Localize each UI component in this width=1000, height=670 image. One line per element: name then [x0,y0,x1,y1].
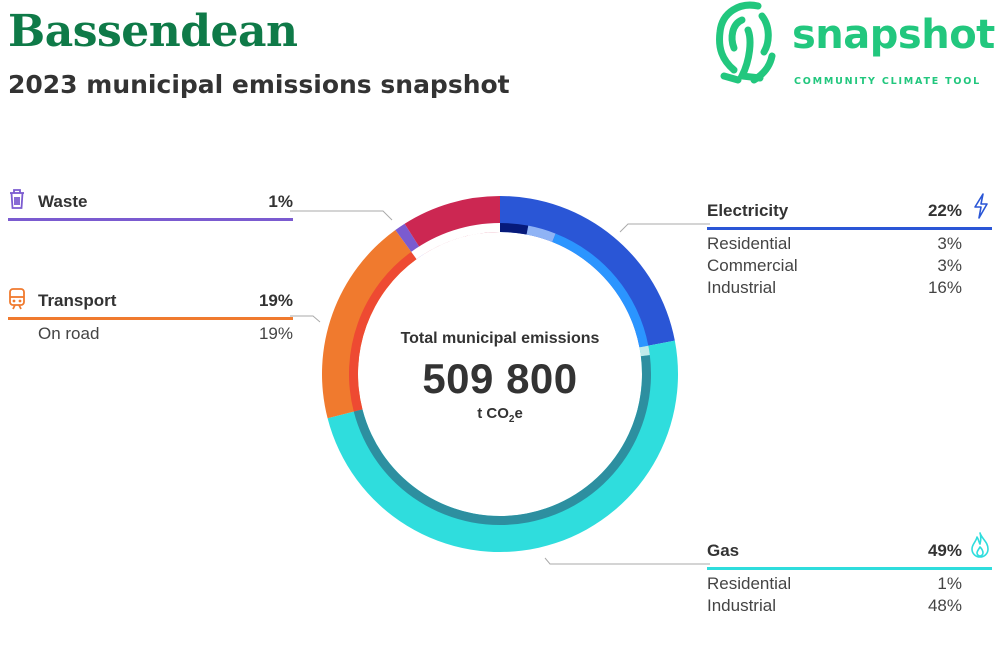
outer-segment-gas [327,340,678,552]
inner-ring [349,223,651,525]
gas-subcategory-residential: Residential 1% [707,574,962,593]
outer-segment-segment-4 [404,196,500,255]
inner-segment-electricity-industrial [552,233,649,348]
leader-line-gas [544,557,710,565]
inner-segment-transport-on-road [349,251,417,412]
waste-label: Waste [38,192,88,211]
leader-lines [290,210,710,565]
train-icon [9,288,25,310]
transport-percent: 19% [258,291,293,310]
outer-segment-electricity [500,196,675,348]
lightning-icon [974,193,988,219]
category-waste[interactable]: Waste 1% [8,189,293,221]
snapshot-logo[interactable]: snapshot COMMUNITY CLIMATE TOOL [712,0,1000,90]
category-transport[interactable]: Transport 19% On road 19% [8,288,293,343]
total-emissions-unit: t CO2e [477,405,523,425]
gas-label: Gas [707,541,740,560]
inner-segment-gas-residential [639,345,650,357]
inner-segment-segment-6 [411,223,500,260]
leader-line-waste [290,210,393,221]
electricity-percent: 22% [927,201,962,220]
inner-segment-electricity-commercial [526,225,556,242]
transport-label: Transport [38,291,117,310]
gas-underline [707,567,992,570]
leader-line-transport [290,315,321,323]
transport-subcategory-on-road: On road 19% [38,324,293,343]
fingerprint-logo-icon [716,1,776,84]
leader-line-electricity [619,223,710,233]
category-electricity[interactable]: Electricity 22% Residential 3% Commercia… [707,193,992,297]
electricity-subcategory-residential: Residential 3% [707,234,962,253]
trash-icon [10,189,24,209]
waste-percent: 1% [268,192,293,211]
logo-tagline: COMMUNITY CLIMATE TOOL [794,76,982,87]
electricity-subcategory-commercial: Commercial 3% [707,256,962,275]
page-title: Bassendean [8,6,298,57]
center-title: Total municipal emissions [400,330,600,347]
transport-underline [8,317,293,320]
electricity-subcategory-industrial: Industrial 16% [707,278,962,297]
gas-percent: 49% [927,541,962,560]
logo-wordmark: snapshot [792,12,995,58]
page-subtitle: 2023 municipal emissions snapshot [8,70,510,99]
gas-subcategory-industrial: Industrial 48% [707,596,962,615]
flame-icon [971,532,989,558]
inner-segment-electricity-residential [500,223,529,235]
electricity-label: Electricity [707,201,789,220]
category-gas[interactable]: Gas 49% Residential 1% Industrial 48% [707,532,992,615]
total-emissions-value: 509 800 [422,355,578,402]
electricity-underline [707,227,992,230]
waste-underline [8,218,293,221]
